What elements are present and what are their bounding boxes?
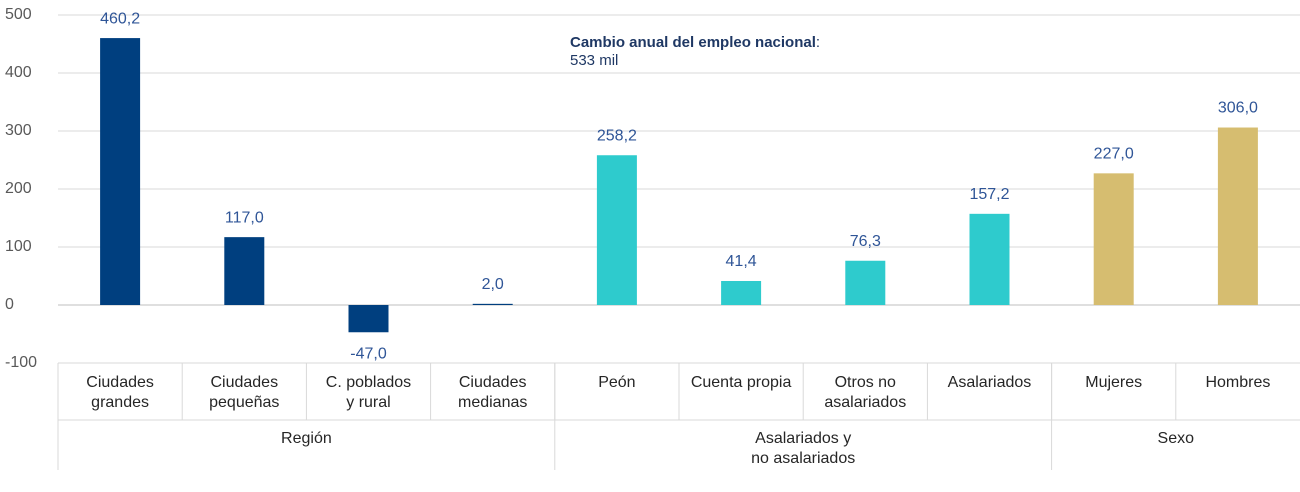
- bar: [845, 260, 886, 305]
- y-tick-label: 100: [5, 238, 32, 255]
- value-label: 76,3: [850, 233, 881, 250]
- annotation: Cambio anual del empleo nacional: 533 mil: [570, 34, 820, 70]
- group-label: Sexo: [1157, 430, 1195, 447]
- value-label: 227,0: [1094, 146, 1134, 163]
- value-label: 117,0: [225, 209, 264, 226]
- x-tick-label: Ciudades pequeñas: [209, 374, 280, 411]
- value-label: 2,0: [482, 276, 504, 293]
- x-tick-label: Hombres: [1205, 374, 1271, 391]
- x-tick-label: Cuenta propia: [690, 374, 792, 391]
- bar: [1217, 127, 1258, 306]
- x-tick-label: Asalariados: [947, 374, 1032, 391]
- annotation-bold: Cambio anual del empleo nacional: [570, 34, 816, 51]
- x-tick-label: Mujeres: [1085, 374, 1143, 391]
- bar: [1093, 173, 1134, 305]
- bar: [472, 303, 513, 305]
- bar: [348, 305, 389, 333]
- y-tick-label: -100: [5, 354, 37, 371]
- value-label: -47,0: [350, 345, 387, 362]
- bar: [224, 237, 265, 305]
- value-label: 258,2: [597, 127, 637, 144]
- bar: [596, 155, 637, 305]
- value-label: 157,2: [969, 186, 1009, 203]
- bar: [100, 38, 141, 306]
- annotation-rest: :: [815, 34, 821, 51]
- bar: [721, 280, 762, 305]
- value-label: 306,0: [1218, 100, 1258, 117]
- bar: [969, 213, 1010, 305]
- group-label: Región: [281, 430, 332, 447]
- y-tick-label: 500: [5, 6, 32, 23]
- x-tick-label: Ciudades grandes: [86, 374, 154, 411]
- x-tick-label: Ciudades medianas: [458, 374, 528, 411]
- x-tick-label: C. poblados y rural: [325, 374, 412, 411]
- value-label: 460,2: [100, 10, 140, 27]
- y-tick-label: 0: [5, 296, 14, 313]
- y-tick-label: 200: [5, 180, 32, 197]
- y-tick-label: 400: [5, 64, 32, 81]
- x-tick-label: Peón: [598, 374, 636, 391]
- annotation-line2: 533 mil: [570, 52, 619, 69]
- value-label: 41,4: [726, 253, 757, 270]
- group-label: Asalariados y no asalariados: [751, 430, 856, 467]
- x-tick-label: Otros no asalariados: [824, 374, 907, 411]
- y-tick-label: 300: [5, 122, 32, 139]
